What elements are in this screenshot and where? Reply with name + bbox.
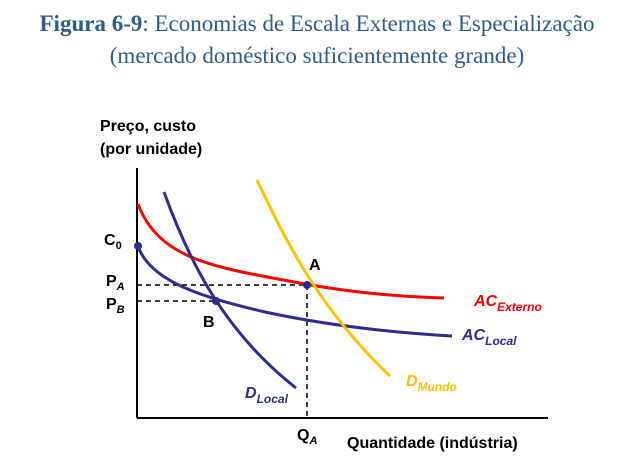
ac-local-curve xyxy=(136,245,453,338)
c0-label: C0 xyxy=(104,232,122,252)
pb-label: PB xyxy=(106,296,125,316)
figure-number: Figura 6-9 xyxy=(39,11,143,36)
title-separator: : xyxy=(142,11,155,36)
y-axis-label-line-2: (por unidade) xyxy=(100,141,202,158)
point-a-marker xyxy=(303,281,311,289)
title-text: Economias de Escala Externas e Especiali… xyxy=(154,11,595,36)
pa-label: PA xyxy=(106,273,125,293)
point-a-label: A xyxy=(309,257,321,274)
x-axis-label: Quantidade (indústria) xyxy=(347,435,518,452)
figure-title: Figura 6-9: Economias de Escala Externas… xyxy=(0,8,634,72)
title-line-1: Figura 6-9: Economias de Escala Externas… xyxy=(0,8,634,40)
ac-externo-label: ACExterno xyxy=(473,293,542,314)
ac-externo-curve xyxy=(136,203,445,300)
point-b-marker xyxy=(212,297,220,305)
d-mundo-label: DMundo xyxy=(406,373,457,394)
y-axis-label-line-1: Preço, custo xyxy=(100,118,196,135)
d-mundo-curve xyxy=(255,179,392,378)
ac-local-label: ACLocal xyxy=(461,327,517,348)
d-local-curve xyxy=(162,191,297,390)
qa-label: QA xyxy=(297,427,317,447)
d-local-label: DLocal xyxy=(245,385,289,406)
title-line-2: (mercado doméstico suficientemente grand… xyxy=(109,43,525,68)
c0-point xyxy=(134,242,142,250)
point-b-label: B xyxy=(203,314,215,331)
